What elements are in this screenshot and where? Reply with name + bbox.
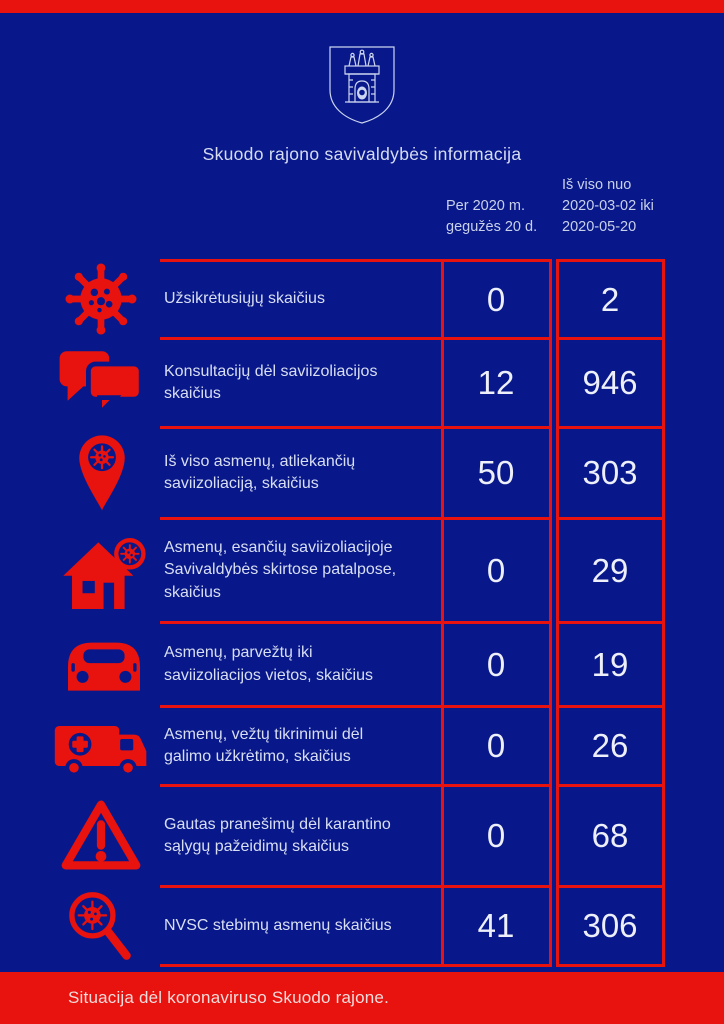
ambulance-icon [54,725,147,777]
magnifier-virus-icon [69,892,131,960]
table-row: Asmenų, vežtų tikrinimui dėl galimo užkr… [160,705,665,787]
table-row: NVSC stebimų asmenų skaičius 41 306 [160,885,665,967]
skuodas-coat-of-arms-icon [329,46,395,124]
row-label: Asmenų, vežtų tikrinimui dėl galimo užkr… [160,705,442,787]
period-value: 41 [440,885,552,967]
stats-table: Užsikrėtusiųjų skaičius 0 2 Konsultacijų… [160,259,665,967]
period-value: 0 [440,621,552,708]
total-value: 306 [555,885,665,967]
house-virus-icon [63,538,146,609]
footer-bar: Situacija dėl koronaviruso Skuodo rajone… [0,972,724,1024]
total-value: 29 [555,517,665,624]
total-value: 19 [555,621,665,708]
total-value: 2 [555,259,665,340]
row-label: Asmenų, esančių saviizoliacijoje Savival… [160,517,442,624]
chat-bubbles-icon [59,351,144,416]
period-value: 50 [440,426,552,520]
row-label: Užsikrėtusiųjų skaičius [160,259,442,340]
row-label: NVSC stebimų asmenų skaičius [160,885,442,967]
row-label: Iš viso asmenų, atliekančių saviizoliaci… [160,426,442,520]
period-value: 0 [440,259,552,340]
map-pin-virus-icon [79,435,125,511]
column-header-period: Per 2020 m. gegužės 20 d. [446,198,538,235]
period-value: 0 [440,517,552,624]
total-value: 946 [555,337,665,429]
column-header-total: Iš viso nuo 2020-03-02 iki 2020-05-20 [562,177,654,235]
warning-triangle-icon [61,800,141,870]
period-value: 0 [440,784,552,888]
table-row: Užsikrėtusiųjų skaičius 0 2 [160,259,665,340]
row-label: Konsultacijų dėl saviizoliacijos skaičiu… [160,337,442,429]
row-label: Asmenų, parvežtų iki saviizoliacijos vie… [160,621,442,708]
total-value: 26 [555,705,665,787]
period-value: 0 [440,705,552,787]
total-value: 68 [555,784,665,888]
table-row: Gautas pranešimų dėl karantino sąlygų pa… [160,784,665,888]
virus-icon [65,263,137,335]
table-row: Asmenų, parvežtų iki saviizoliacijos vie… [160,621,665,708]
period-value: 12 [440,337,552,429]
table-row: Asmenų, esančių saviizoliacijoje Savival… [160,517,665,624]
table-row: Konsultacijų dėl saviizoliacijos skaičiu… [160,337,665,429]
row-label: Gautas pranešimų dėl karantino sąlygų pa… [160,784,442,888]
total-value: 303 [555,426,665,520]
table-row: Iš viso asmenų, atliekančių saviizoliaci… [160,426,665,520]
top-red-strip [0,0,724,13]
page-title: Skuodo rajono savivaldybės informacija [202,144,522,164]
footer-text: Situacija dėl koronaviruso Skuodo rajone… [68,988,389,1007]
car-icon [68,642,140,691]
